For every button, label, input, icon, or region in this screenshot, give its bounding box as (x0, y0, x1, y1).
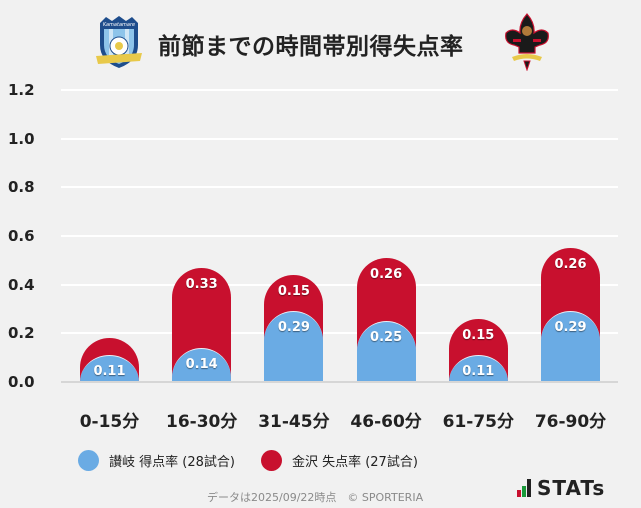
y-axis-tick-label: 0.0 (8, 373, 35, 391)
gridline (61, 234, 618, 237)
x-axis-category-label: 16-30分 (166, 412, 238, 432)
blue-dot-icon (78, 450, 99, 471)
y-axis-tick-label: 0.8 (8, 178, 35, 197)
bar-segment-sanuki-scored (541, 311, 600, 382)
bar-chart-icon (517, 479, 531, 497)
kamatamare-sanuki-crest-icon: Kamatamare (96, 16, 142, 68)
legend-label: 金沢 失点率 (27試合) (291, 455, 418, 470)
red-dot-icon (260, 450, 282, 471)
zweigen-kanazawa-crest-icon (505, 13, 549, 71)
y-axis-tick-label: 1.2 (8, 80, 35, 99)
bar-value-label: 0.26 (370, 266, 403, 282)
stacked-bar[interactable]: 0.15 0.11 (448, 318, 508, 382)
y-axis-tick-label: 0.6 (8, 226, 35, 245)
bar-value-label: 0.15 (462, 327, 495, 343)
stats-brand-text: STATs (537, 476, 606, 500)
x-axis-baseline (61, 381, 618, 383)
chart-legend: 讃岐 得点率 (28試合) 金沢 失点率 (27試合) (78, 450, 418, 471)
x-axis-category-label: 46-60分 (350, 412, 422, 432)
gridline (61, 186, 618, 189)
x-axis-category-label: 31-45分 (258, 412, 330, 432)
stacked-bar[interactable]: 0.26 0.25 (356, 257, 416, 382)
gridline (61, 137, 618, 140)
stacked-bar[interactable]: 0.33 0.14 (172, 267, 232, 382)
y-axis-tick-label: 1.0 (8, 129, 35, 148)
bar-segment-sanuki-scored (264, 311, 324, 382)
chart-plot-area: 1.2 1.0 0.8 0.6 0.4 0.2 0.0 0.11 0-15分 0.33 0.14 16… (8, 80, 618, 432)
chart-header: Kamatamare 前節までの時間帯別得失点率 (0, 0, 641, 80)
bar-segment-sanuki-scored (356, 321, 416, 382)
gridline (61, 88, 618, 91)
gridline (61, 283, 618, 286)
chart-title: 前節までの時間帯別得失点率 (158, 34, 464, 60)
y-axis-tick-label: 0.2 (8, 324, 35, 343)
data-source-note: データは2025/09/22時点 © SPORTERIA (207, 491, 424, 504)
bar-value-label: 0.11 (93, 364, 126, 380)
x-axis-category-label: 0-15分 (79, 412, 140, 432)
x-axis-category-label: 61-75分 (442, 412, 514, 432)
stacked-bar[interactable]: 0.15 0.29 (264, 274, 324, 382)
x-axis-category-label: 76-90分 (534, 412, 607, 432)
y-axis-tick-label: 0.4 (8, 275, 35, 294)
bar-value-label: 0.26 (554, 257, 587, 273)
bar-value-label: 0.29 (554, 320, 587, 336)
stacked-bar[interactable]: 0.26 0.29 (541, 248, 600, 382)
legend-item-kanazawa-conceding-rate[interactable]: 金沢 失点率 (27試合) (260, 450, 418, 471)
legend-label: 讃岐 得点率 (28試合) (109, 455, 235, 470)
gridline (61, 332, 618, 335)
bar-value-label: 0.25 (370, 330, 403, 346)
bar-value-label: 0.29 (277, 320, 310, 336)
bar-value-label: 0.11 (462, 364, 495, 380)
stacked-bar[interactable]: 0.11 (80, 338, 139, 382)
bar-value-label: 0.15 (277, 283, 310, 299)
legend-item-sanuki-scoring-rate[interactable]: 讃岐 得点率 (28試合) (78, 450, 235, 471)
bar-value-label: 0.14 (185, 356, 218, 372)
stats-brand-logo: STATs (517, 476, 606, 500)
bar-value-label: 0.33 (185, 276, 218, 292)
svg-text:Kamatamare: Kamatamare (103, 22, 135, 28)
